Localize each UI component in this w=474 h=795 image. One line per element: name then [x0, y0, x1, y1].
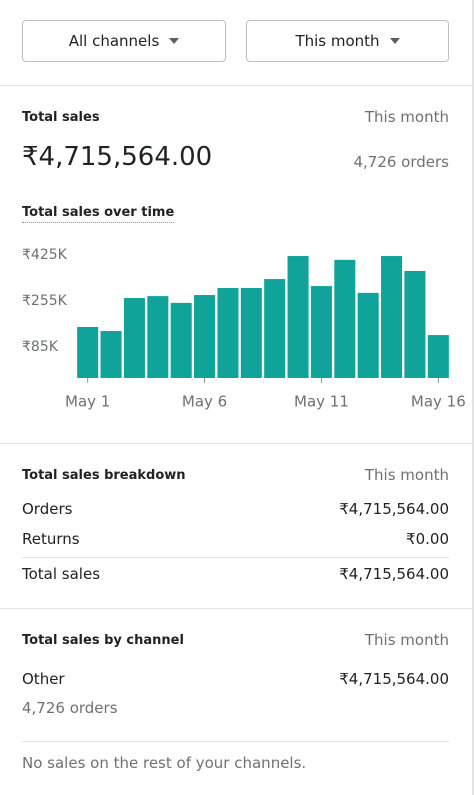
bar [334, 259, 356, 378]
channel-amount: ₹4,715,564.00 [339, 670, 449, 688]
y-tick-label: ₹85K [22, 339, 59, 355]
divider [0, 443, 472, 444]
section-title: Total sales by channel [22, 633, 184, 648]
order-count: 4,726 orders [353, 153, 449, 171]
edge [472, 0, 474, 795]
row-value: ₹4,715,564.00 [339, 500, 449, 518]
bar [404, 270, 426, 378]
period: This month [364, 631, 449, 649]
channel-orders: 4,726 orders [22, 699, 118, 717]
bar [100, 331, 122, 378]
bar [147, 296, 169, 378]
y-tick-label: ₹255K [22, 293, 68, 309]
row-label: Returns [22, 530, 80, 548]
x-tick-label: May 16 [411, 393, 466, 411]
caret [169, 38, 180, 44]
period-filter[interactable]: This month [246, 20, 449, 62]
divider [0, 85, 472, 86]
channel-name: Other [22, 670, 65, 688]
bar [240, 287, 262, 378]
channel-filter[interactable]: All channels [22, 20, 226, 62]
x-tick-label: May 11 [294, 393, 349, 411]
bar [77, 326, 99, 378]
total-amount: ₹4,715,564.00 [22, 142, 213, 172]
chart-title[interactable]: Total sales over time [22, 206, 175, 223]
row-divider [22, 741, 449, 742]
section-title: Total sales [22, 110, 100, 125]
x-tick-label: May 6 [182, 393, 227, 411]
bar [194, 295, 216, 378]
section-title: Total sales breakdown [22, 468, 186, 483]
x-tick-label: May 1 [65, 393, 110, 411]
period: This month [364, 466, 449, 484]
bar [264, 279, 286, 378]
y-tick-label: ₹425K [22, 247, 68, 263]
period-filter-label: This month [295, 32, 380, 50]
row-label: Total sales [22, 565, 101, 583]
row-label: Orders [22, 500, 73, 518]
bar [170, 302, 192, 378]
bar [310, 286, 332, 378]
bar [217, 287, 239, 378]
bar [381, 256, 403, 378]
caret [389, 38, 400, 44]
note: No sales on the rest of your channels. [22, 754, 307, 772]
channel-filter-label: All channels [68, 32, 160, 50]
bar [427, 335, 449, 378]
row-value: ₹0.00 [406, 530, 449, 548]
row-divider [22, 557, 449, 558]
period: This month [364, 108, 449, 126]
bar [357, 292, 379, 378]
row-value: ₹4,715,564.00 [339, 565, 449, 583]
bar [287, 256, 309, 378]
divider [0, 608, 472, 609]
bar [123, 298, 145, 378]
